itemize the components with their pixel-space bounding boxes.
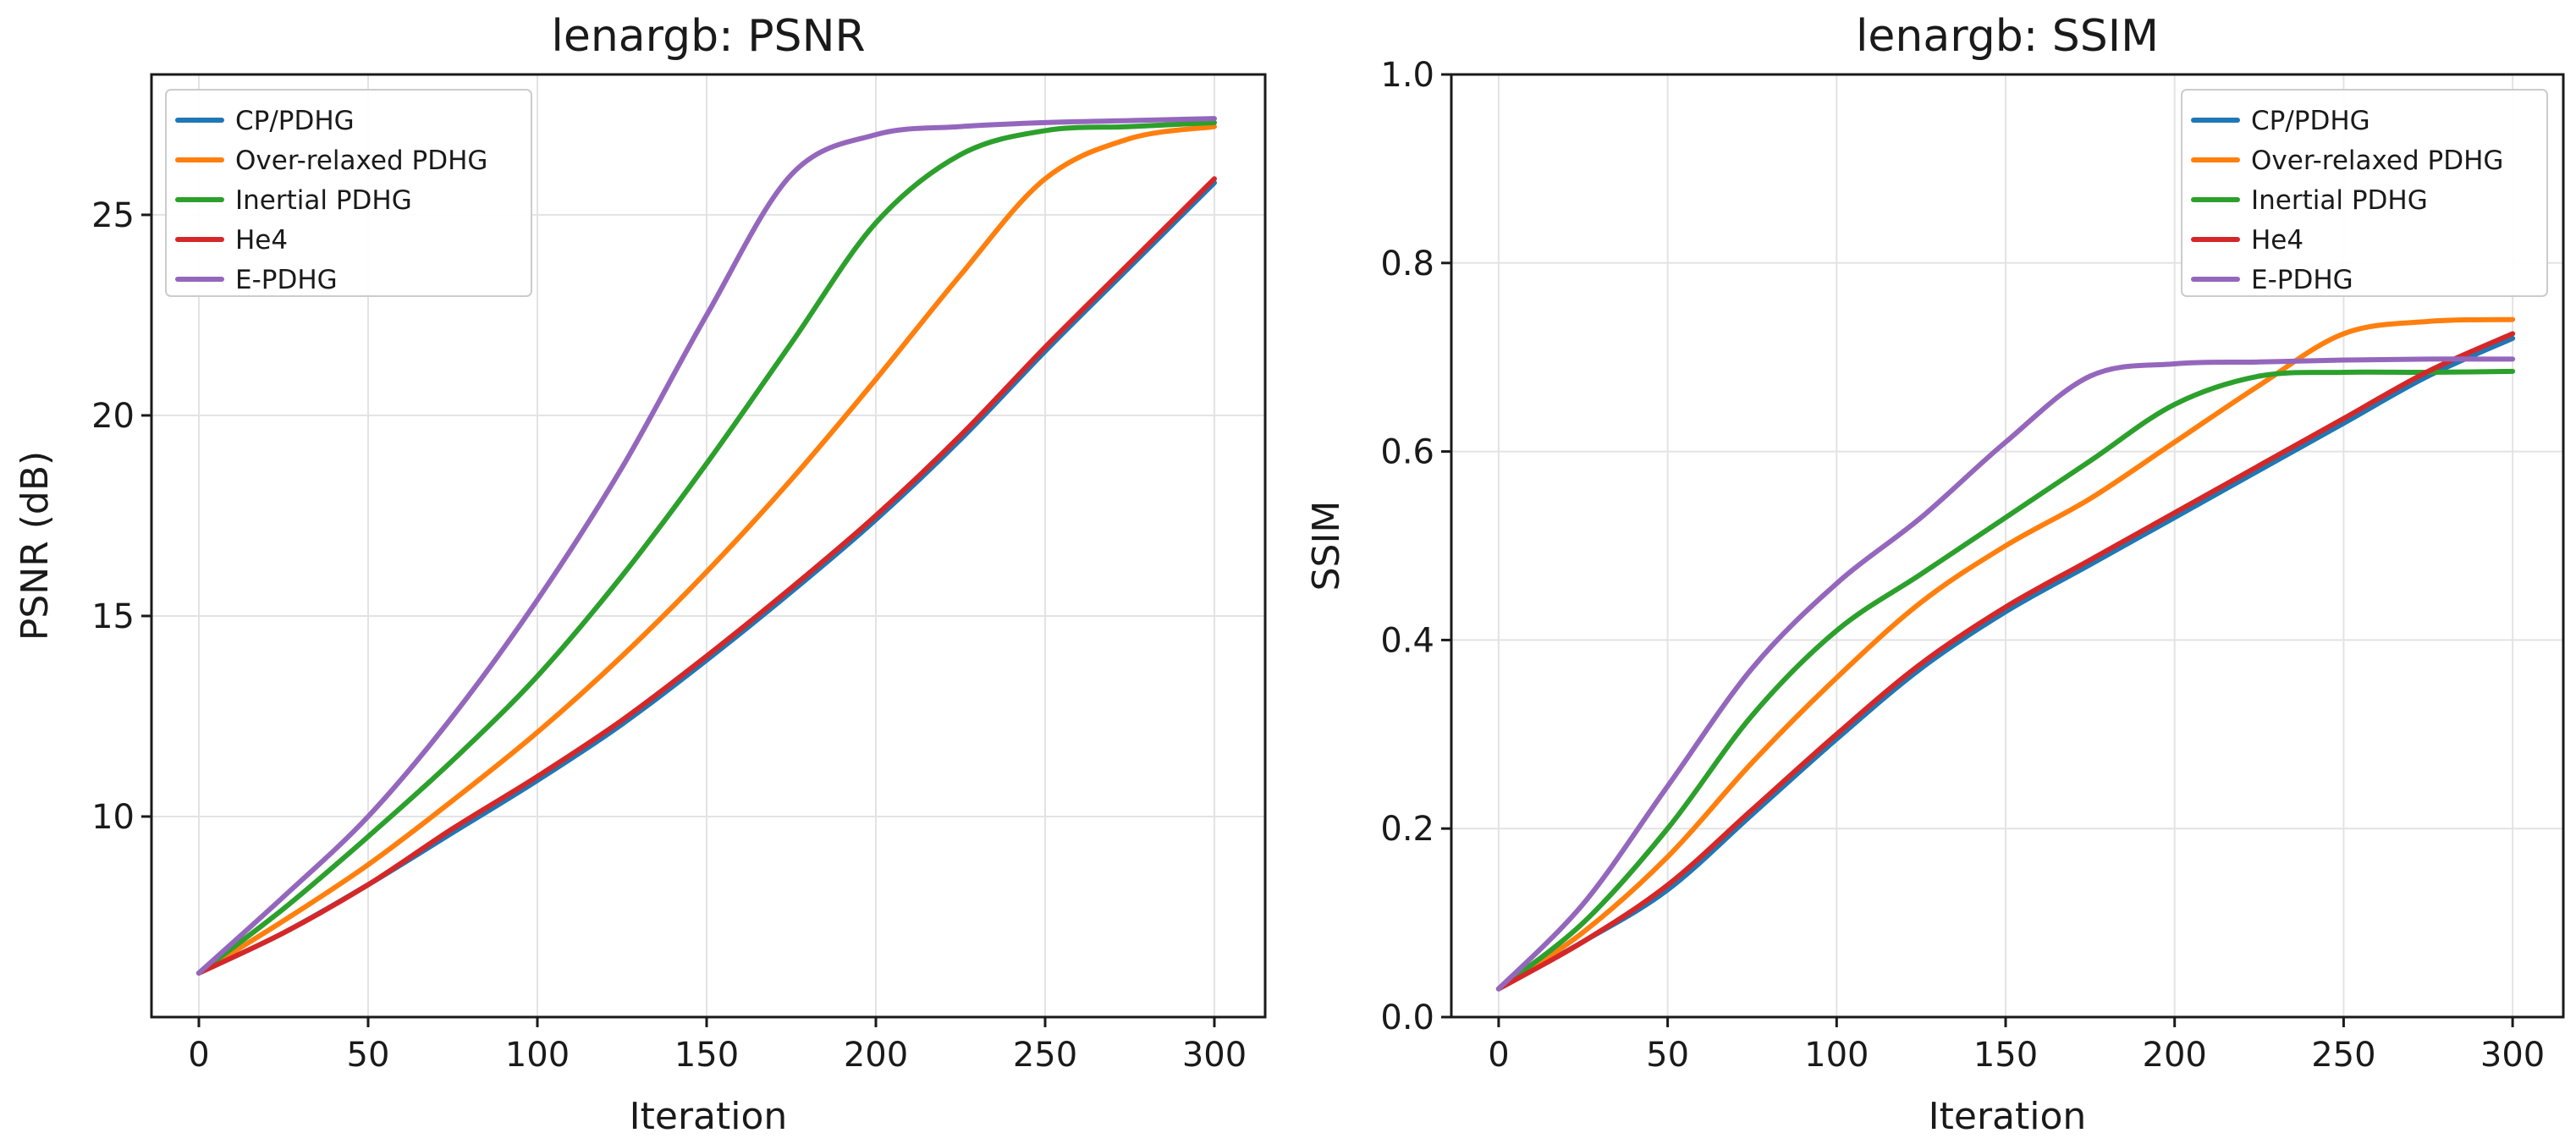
psnr-legend-label-he4: He4 — [235, 225, 288, 256]
psnr-y-ticks: 10 15 20 25 — [91, 196, 151, 837]
ssim-series-he4 — [1495, 331, 2516, 992]
ssim-series-inertial-pdhg — [1495, 368, 2516, 992]
ssim-series-over-relaxed-pdhg — [1495, 316, 2516, 992]
psnr-legend-label-inertial-pdhg: Inertial PDHG — [235, 185, 412, 216]
ssim-legend-label-over-relaxed-pdhg: Over-relaxed PDHG — [2251, 146, 2503, 176]
psnr-legend-box — [165, 89, 532, 297]
psnr-legend-label-e-pdhg: E-PDHG — [235, 265, 338, 295]
ssim-y-tick-label: 0.8 — [1380, 245, 1434, 283]
psnr-plot-frame — [150, 73, 1267, 1019]
psnr-y-axis-label: PSNR (dB) — [14, 451, 57, 641]
ssim-legend-label-cp-pdhg: CP/PDHG — [2251, 106, 2370, 136]
psnr-chart: lenargb: PSNR 0 50 100 150 200 250 300 10 15 20 2… — [14, 11, 1267, 1138]
psnr-x-tick-label: 0 — [188, 1036, 209, 1075]
psnr-series-inertial-pdhg — [196, 119, 1217, 976]
psnr-legend: CP/PDHG Over-relaxed PDHG Inertial PDHG He4… — [165, 89, 532, 297]
ssim-x-ticks: 0 50 100 150 200 250 300 — [1488, 1017, 2545, 1075]
psnr-series-over-relaxed-pdhg — [196, 124, 1217, 976]
ssim-y-tick-label: 1.0 — [1380, 56, 1434, 95]
ssim-plot-frame — [1450, 73, 2565, 1019]
psnr-y-tick-label: 25 — [91, 196, 135, 235]
psnr-x-tick-label: 50 — [347, 1036, 390, 1075]
psnr-x-axis-label: Iteration — [630, 1095, 788, 1138]
psnr-x-tick-label: 250 — [1013, 1036, 1077, 1075]
ssim-x-tick-label: 50 — [1646, 1036, 1689, 1075]
psnr-y-tick-label: 15 — [91, 597, 135, 636]
ssim-y-tick-label: 0.2 — [1380, 810, 1434, 849]
psnr-y-tick-label: 10 — [91, 798, 135, 837]
ssim-chart-title: lenargb: SSIM — [1856, 11, 2159, 62]
ssim-x-tick-label: 0 — [1488, 1036, 1509, 1075]
psnr-chart-title: lenargb: PSNR — [551, 11, 865, 62]
psnr-legend-label-over-relaxed-pdhg: Over-relaxed PDHG — [235, 146, 487, 176]
psnr-gridlines — [151, 74, 1265, 1017]
ssim-x-tick-label: 300 — [2480, 1036, 2545, 1075]
psnr-x-tick-label: 150 — [674, 1036, 739, 1075]
ssim-y-ticks: 0.0 0.2 0.4 0.6 0.8 1.0 — [1380, 56, 1451, 1037]
ssim-x-tick-label: 200 — [2143, 1036, 2207, 1075]
psnr-x-ticks: 0 50 100 150 200 250 300 — [188, 1017, 1247, 1075]
ssim-y-tick-label: 0.6 — [1380, 433, 1434, 472]
ssim-legend-box — [2181, 89, 2548, 297]
ssim-x-tick-label: 100 — [1804, 1036, 1869, 1075]
ssim-series-cp-pdhg — [1495, 335, 2516, 992]
ssim-x-tick-label: 250 — [2311, 1036, 2375, 1075]
ssim-chart: lenargb: SSIM 0 50 100 150 200 250 300 0.00.20… — [1305, 11, 2565, 1138]
ssim-y-axis-label: SSIM — [1305, 501, 1348, 591]
ssim-legend-label-e-pdhg: E-PDHG — [2251, 265, 2353, 295]
ssim-legend-label-inertial-pdhg: Inertial PDHG — [2251, 185, 2428, 216]
psnr-x-tick-label: 100 — [505, 1036, 570, 1075]
ssim-y-tick-label: 0.4 — [1380, 621, 1434, 660]
psnr-x-tick-label: 200 — [844, 1036, 908, 1075]
psnr-series-he4 — [196, 176, 1217, 976]
ssim-legend-label-he4: He4 — [2251, 225, 2304, 256]
ssim-series-e-pdhg — [1495, 356, 2516, 992]
ssim-series-lines — [1495, 316, 2516, 992]
ssim-x-tick-label: 150 — [1973, 1036, 2038, 1075]
ssim-x-axis-label: Iteration — [1929, 1095, 2087, 1138]
ssim-y-tick-label: 0.0 — [1380, 998, 1434, 1037]
psnr-series-lines — [196, 116, 1217, 976]
ssim-legend: CP/PDHG Over-relaxed PDHG Inertial PDHG He4… — [2181, 89, 2548, 297]
psnr-series-e-pdhg — [196, 116, 1217, 976]
psnr-legend-label-cp-pdhg: CP/PDHG — [235, 106, 355, 136]
psnr-x-tick-label: 300 — [1182, 1036, 1247, 1075]
psnr-y-tick-label: 20 — [91, 397, 135, 436]
